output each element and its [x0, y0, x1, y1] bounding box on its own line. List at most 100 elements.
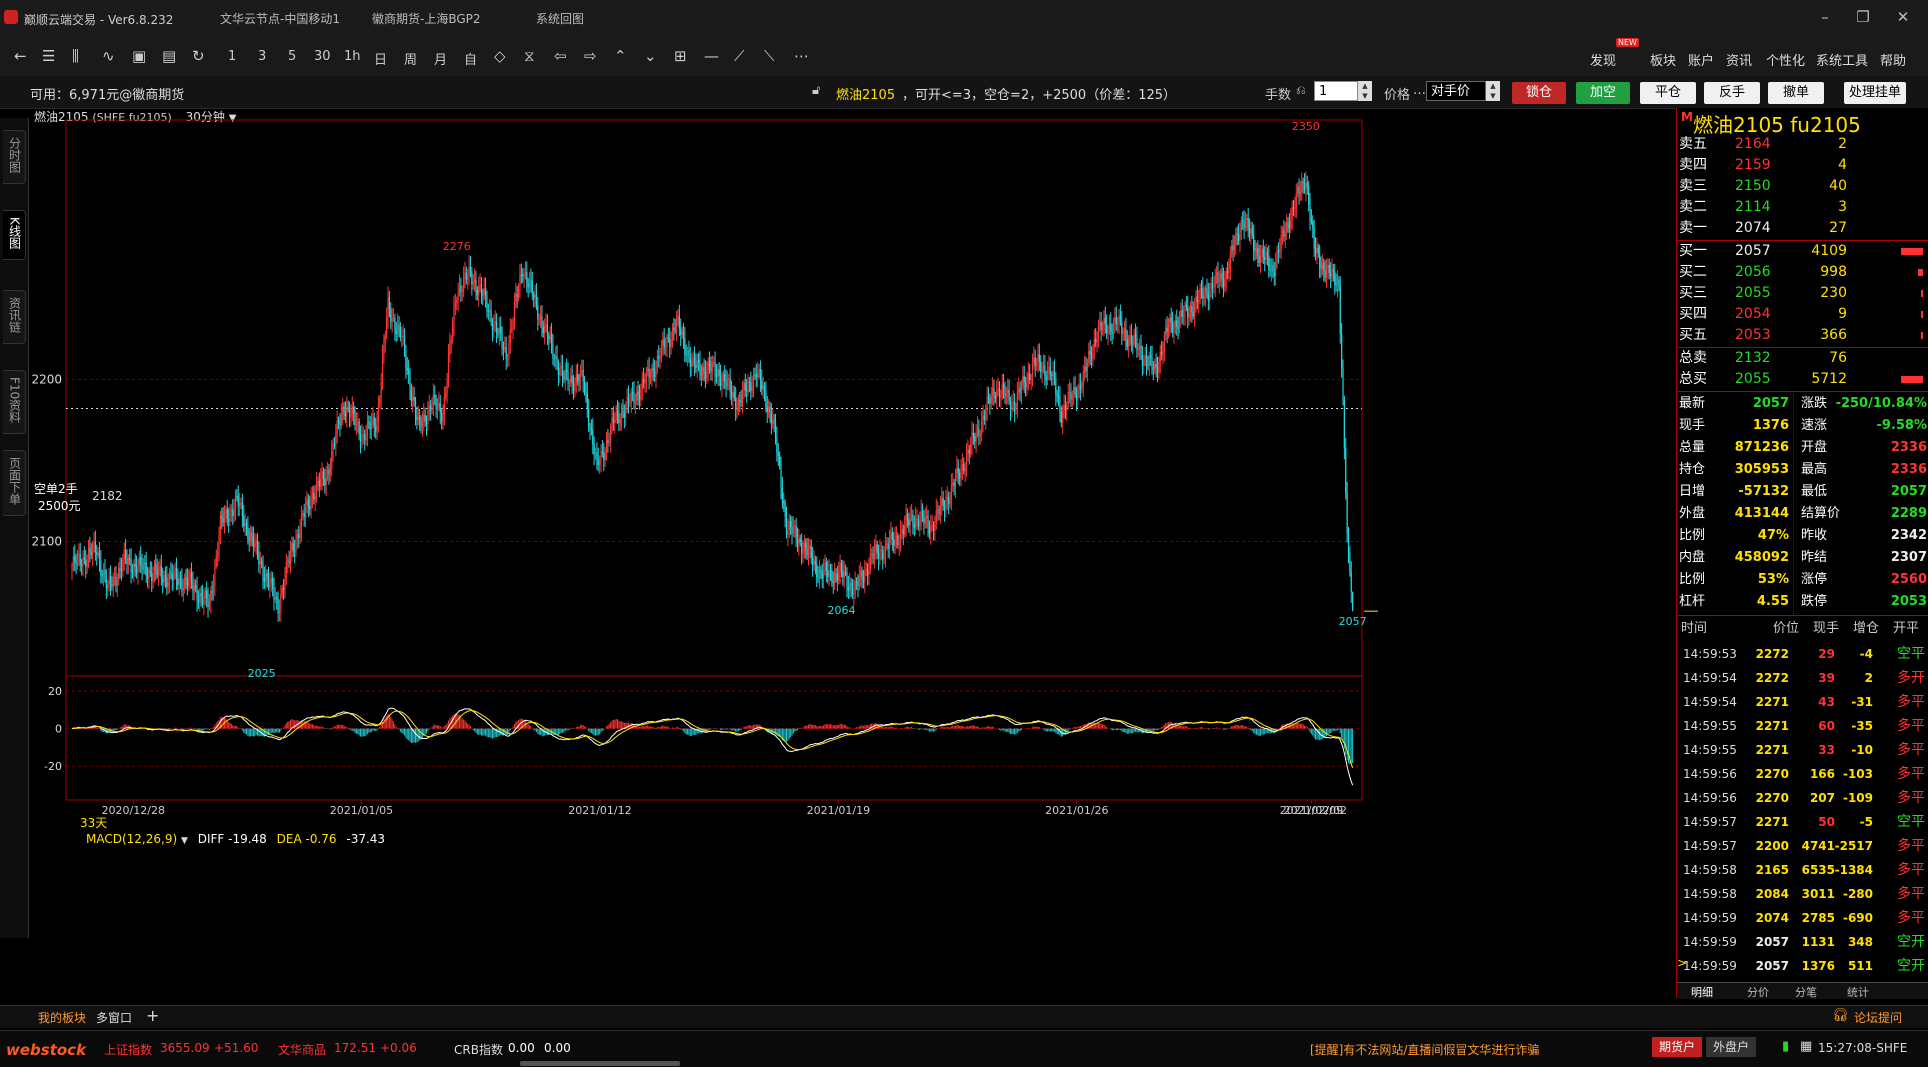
tab-f10[interactable]: F10资料 — [3, 370, 26, 435]
bid-level-5[interactable]: 买五 2053 366 — [1677, 325, 1928, 346]
ask-level-2[interactable]: 卖二 2114 3 — [1677, 197, 1928, 218]
detail-tab[interactable]: 分笔 — [1795, 986, 1817, 999]
close-position-button[interactable]: 平仓 — [1640, 82, 1696, 104]
server-tab-2[interactable]: 徽商期货-上海BGP2 — [372, 12, 481, 26]
trade-row[interactable]: 14:59:58 2084 3011 -280 多平 — [1677, 882, 1928, 906]
lots-stepper[interactable]: ▲ ▼ — [1358, 81, 1372, 101]
chart-area[interactable]: 燃油2105 (SHFE fu2105) 30分钟 ▼ 2100 2200 20 0-… — [28, 108, 1676, 988]
period-custom[interactable]: 自 — [464, 53, 478, 68]
trade-row[interactable]: 14:59:56 2270 207 -109 多平 — [1677, 786, 1928, 810]
lots-input[interactable]: 1 — [1314, 81, 1358, 101]
trade-row[interactable]: 14:59:53 2272 29 -4 空平 — [1677, 642, 1928, 666]
menu-news[interactable]: 资讯 — [1726, 54, 1753, 69]
tab-timeshare[interactable]: 分时图 — [3, 130, 26, 184]
more-icon[interactable]: ⋯ — [794, 47, 809, 65]
forum-button[interactable]: 论坛提问 — [1854, 1011, 1903, 1025]
server-tab-3[interactable]: 系统回图 — [536, 12, 585, 26]
cancel-order-button[interactable]: 撤单 — [1768, 82, 1824, 104]
period-week[interactable]: 周 — [404, 53, 418, 68]
period-1h[interactable]: 1h — [344, 49, 361, 64]
menu-personalize[interactable]: 个性化 — [1766, 54, 1806, 69]
lock-button[interactable]: 锁仓 — [1512, 82, 1566, 104]
list-icon[interactable]: ☰ — [42, 47, 56, 65]
index1-name[interactable]: 上证指数 — [104, 1043, 153, 1057]
indicator-icon[interactable]: ∿ — [102, 47, 115, 65]
minimize-icon[interactable]: – — [1821, 8, 1829, 26]
ask-level-1[interactable]: 卖一 2074 27 — [1677, 218, 1928, 239]
add-short-button[interactable]: 加空 — [1576, 82, 1630, 104]
save-icon[interactable]: ▤ — [162, 47, 177, 65]
tab-page-order[interactable]: 页面下单 — [3, 450, 26, 516]
index3-name[interactable]: CRB指数 — [454, 1043, 503, 1057]
line-icon[interactable]: ⟋ — [734, 47, 745, 65]
foreign-account-button[interactable]: 外盘户 — [1706, 1037, 1756, 1057]
ray-icon[interactable]: ⟍ — [764, 47, 775, 65]
server-tab-1[interactable]: 文华云节点-中国移动1 — [220, 12, 340, 26]
chevron-down-icon[interactable]: ▼ — [180, 836, 188, 846]
trade-row[interactable]: 14:59:57 2200 4741 -2517 多平 — [1677, 834, 1928, 858]
trade-row[interactable]: 14:59:57 2271 50 -5 空平 — [1677, 810, 1928, 834]
arrow-left-icon[interactable]: ⇦ — [554, 47, 567, 65]
lots-mode-icon[interactable]: ⎌ — [1296, 83, 1306, 97]
price-more-icon[interactable]: … — [1413, 83, 1426, 98]
menu-sector[interactable]: 板块 — [1650, 54, 1677, 69]
menu-discover[interactable]: 发现 — [1590, 54, 1617, 69]
chevron-down-icon[interactable]: ▼ — [228, 113, 237, 124]
bid-level-2[interactable]: 买二 2056 998 — [1677, 262, 1928, 283]
trade-row[interactable]: 14:59:58 2165 6535 -1384 多平 — [1677, 858, 1928, 882]
ask-level-5[interactable]: 卖五 2164 2 — [1677, 134, 1928, 155]
period-month[interactable]: 月 — [434, 53, 448, 68]
macd-label[interactable]: MACD(12,26,9) — [86, 832, 178, 846]
trade-row[interactable]: 14:59:59 2057 1131 348 空开 — [1677, 930, 1928, 954]
grid-icon[interactable]: ⊞ — [674, 47, 687, 65]
refresh-icon[interactable]: ↻ — [192, 47, 205, 65]
reverse-button[interactable]: 反手 — [1704, 82, 1760, 104]
trade-row[interactable]: 14:59:59 2074 2785 -690 多平 — [1677, 906, 1928, 930]
ask-level-4[interactable]: 卖四 2159 4 — [1677, 155, 1928, 176]
price-stepper[interactable]: ▲ ▼ — [1486, 81, 1500, 101]
detail-tab[interactable]: 分价 — [1747, 986, 1769, 999]
trade-row[interactable]: 14:59:59 2057 1376 511 空开 — [1677, 954, 1928, 978]
hourglass-icon[interactable]: ⧖ — [524, 47, 535, 65]
total-buy[interactable]: 总买 2055 5712 — [1677, 369, 1928, 390]
diamond-icon[interactable]: ◇ — [494, 47, 506, 65]
tab-my-sectors[interactable]: 我的板块 — [38, 1011, 87, 1025]
candle-icon[interactable]: ⫼ — [72, 47, 79, 65]
period-3m[interactable]: 3 — [258, 49, 267, 64]
tab-kline[interactable]: K线图 — [3, 210, 26, 260]
pending-orders-button[interactable]: 处理挂单 — [1844, 82, 1906, 104]
bid-level-3[interactable]: 买三 2055 230 — [1677, 283, 1928, 304]
add-tab-button[interactable]: + — [146, 1006, 160, 1025]
arrow-down-icon[interactable]: ⌄ — [644, 47, 657, 65]
period-1m[interactable]: 1 — [228, 49, 237, 64]
period-day[interactable]: 日 — [374, 53, 388, 68]
total-sell[interactable]: 总卖 2132 76 — [1677, 348, 1928, 369]
unlock-icon[interactable]: 🔓︎ — [812, 83, 821, 98]
status-scrollbar[interactable] — [520, 1061, 680, 1066]
arrow-up-icon[interactable]: ⌃ — [614, 47, 627, 65]
tab-multi-window[interactable]: 多窗口 — [96, 1011, 133, 1025]
arrow-right-icon[interactable]: ⇨ — [584, 47, 597, 65]
trade-row[interactable]: 14:59:54 2271 43 -31 多平 — [1677, 690, 1928, 714]
close-icon[interactable]: ✕ — [1896, 8, 1910, 26]
menu-tools[interactable]: 系统工具 — [1816, 54, 1869, 69]
futures-account-button[interactable]: 期货户 — [1652, 1037, 1702, 1057]
bid-level-4[interactable]: 买四 2054 9 — [1677, 304, 1928, 325]
menu-help[interactable]: 帮助 — [1880, 54, 1907, 69]
template-icon[interactable]: ▣ — [132, 47, 147, 65]
back-icon[interactable]: ← — [14, 47, 27, 65]
period-30m[interactable]: 30 — [314, 49, 331, 64]
ask-level-3[interactable]: 卖三 2150 40 — [1677, 176, 1928, 197]
hline-icon[interactable]: — — [704, 47, 719, 65]
restore-icon[interactable]: ❐ — [1856, 8, 1870, 26]
index2-name[interactable]: 文华商品 — [278, 1043, 327, 1057]
bid-level-1[interactable]: 买一 2057 4109 — [1677, 241, 1928, 262]
price-select[interactable]: 对手价 — [1426, 81, 1486, 101]
trade-row[interactable]: 14:59:55 2271 33 -10 多平 — [1677, 738, 1928, 762]
detail-tab[interactable]: 明细 — [1691, 986, 1713, 999]
trade-row[interactable]: 14:59:55 2271 60 -35 多平 — [1677, 714, 1928, 738]
trade-row[interactable]: 14:59:56 2270 166 -103 多平 — [1677, 762, 1928, 786]
headset-icon[interactable]: 🎧︎ — [1832, 1008, 1849, 1023]
fraud-notice[interactable]: [提醒]有不法网站/直播间假冒文华进行诈骗 — [1310, 1043, 1540, 1057]
detail-tab[interactable]: 统计 — [1847, 986, 1869, 999]
